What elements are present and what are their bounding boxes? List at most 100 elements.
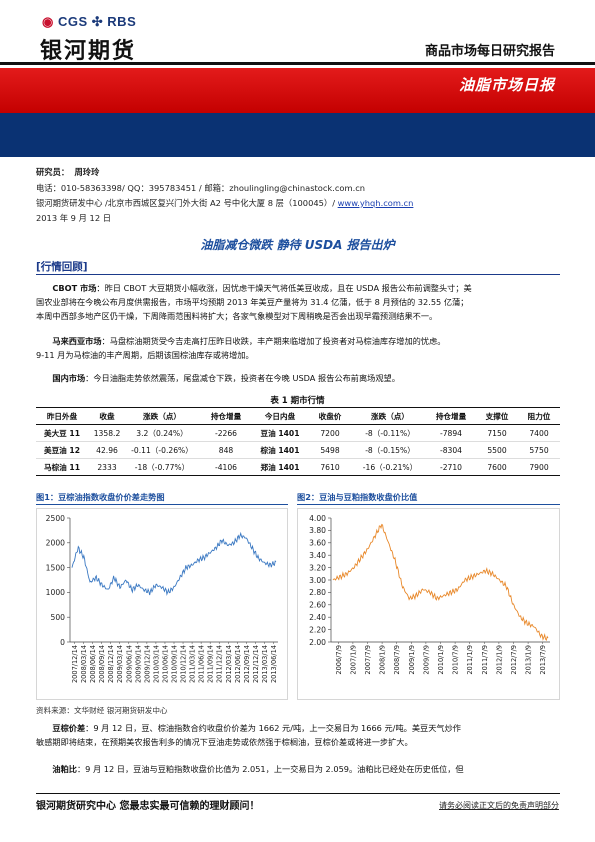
y-tick-label: 1000 — [46, 588, 65, 597]
cbot-paragraph: CBOT 市场：昨日 CBOT 大豆期货小幅收涨，因忧虑干燥天气将低美豆收成，且… — [36, 281, 560, 323]
header-cell: 阻力位 — [518, 407, 560, 425]
x-tick-label: 2011/03/14 — [189, 645, 197, 683]
headline: 油脂减仓微跌 静待 USDA 报告出炉 — [200, 238, 395, 252]
header-cell: 持仓增量 — [426, 407, 476, 425]
y-tick-label: 2000 — [46, 539, 65, 548]
cbot-label: CBOT 市场 — [52, 283, 97, 293]
footer-disclaimer: 请务必阅读正文后的免责声明部分 — [439, 801, 559, 810]
researcher-line: 研究员： 周玲玲 — [36, 166, 99, 178]
address-line: 银河期货研发中心 /北京市西城区复兴门外大街 A2 号中化大厦 8 层（1000… — [36, 197, 413, 209]
x-tick-label: 2008/09/14 — [98, 645, 106, 683]
spread-label: 豆棕价差 — [52, 723, 86, 733]
table-cell: 马棕油 11 — [36, 458, 88, 476]
section-title: [行情回顾] — [36, 261, 88, 273]
website-link[interactable]: www.yhqh.com.cn — [337, 198, 414, 208]
y-tick-label: 2.80 — [309, 588, 326, 597]
y-tick-label: 2.20 — [309, 625, 326, 634]
chart-frame — [36, 508, 288, 700]
cgs-rbs-logo: ◉ CGS ✣ RBS — [42, 14, 136, 30]
x-tick-label: 2009/1/9 — [408, 645, 416, 675]
contact-line: 电话：010-58363398/ QQ：395783451 / 邮箱：zhoul… — [36, 183, 366, 193]
malaysia-line: 9-11 月为马棕油的丰产周期，后期该国棕油库存或将增加。 — [36, 350, 254, 360]
x-tick-label: 2009/09/14 — [134, 645, 142, 683]
x-tick-label: 2009/7/9 — [422, 645, 430, 675]
table-cell: 7150 — [476, 424, 518, 442]
chart2-title: 图2：豆油与豆粕指数收盘价比值 — [297, 492, 418, 502]
table-cell: -2710 — [426, 458, 476, 476]
market-table: 昨日外盘 收盘 涨跌（点） 持仓增量 今日内盘 收盘价 涨跌（点） 持仓增量 支… — [36, 407, 560, 476]
header-cell: 昨日外盘 — [36, 407, 88, 425]
y-tick-label: 3.60 — [309, 539, 326, 548]
chart-frame — [297, 508, 560, 700]
x-tick-label: 2008/06/14 — [89, 645, 97, 683]
chart1-title-rule — [36, 504, 288, 505]
y-tick-label: 2.60 — [309, 601, 326, 610]
x-tick-label: 2012/7/9 — [510, 645, 518, 675]
y-tick-label: 3.40 — [309, 551, 326, 560]
y-tick-label: 2.40 — [309, 613, 326, 622]
x-tick-label: 2013/7/9 — [539, 645, 547, 675]
x-tick-label: 2011/06/14 — [198, 645, 206, 683]
x-tick-label: 2012/12/14 — [252, 645, 260, 683]
header-cell: 收盘价 — [306, 407, 354, 425]
table-cell: 2333 — [88, 458, 126, 476]
y-tick-label: 3.00 — [309, 576, 326, 585]
chart2-title-rule — [297, 504, 560, 505]
spread-line: 敏感期即将结束，在预期美农报告利多的情况下豆油走势或依然强于棕榈油，豆棕价差或将… — [36, 737, 413, 747]
researcher-label: 研究员： — [36, 167, 70, 177]
rbs-icon: ✣ — [91, 14, 104, 29]
table-caption: 表 1 期市行情 — [270, 396, 325, 406]
ratio-paragraph: 油粕比：9 月 12 日，豆油与豆粕指数收盘价比值为 2.051，上一交易日为 … — [36, 762, 560, 776]
table-cell: 1358.2 — [88, 424, 126, 442]
x-tick-label: 2007/1/9 — [349, 645, 357, 675]
footer-divider — [36, 793, 560, 794]
table-cell: 848 — [198, 441, 254, 459]
x-tick-label: 2012/03/14 — [225, 645, 233, 683]
table-row: 马棕油 11 2333 -18（-0.77%） -4106 郑油 1401 76… — [36, 458, 560, 476]
header-cell: 涨跌（点） — [126, 407, 198, 425]
y-tick-label: 1500 — [46, 563, 65, 572]
logo-cgs-text: CGS — [57, 14, 88, 29]
table-header-row: 昨日外盘 收盘 涨跌（点） 持仓增量 今日内盘 收盘价 涨跌（点） 持仓增量 支… — [36, 407, 560, 425]
x-tick-label: 2010/1/9 — [437, 645, 445, 675]
x-tick-label: 2010/06/14 — [161, 645, 169, 683]
table-row: 美豆油 12 42.96 -0.11（-0.26%） 848 棕油 1401 5… — [36, 441, 560, 459]
x-tick-label: 2013/06/14 — [270, 645, 278, 683]
table-cell: -16（-0.21%） — [354, 458, 426, 476]
x-tick-label: 2011/1/9 — [466, 645, 474, 675]
researcher-name: 周玲玲 — [74, 167, 100, 177]
chart2-ratio: 2.00 2.20 2.40 2.60 2.80 3.00 3.20 3.40 3.60 3.80… — [297, 508, 560, 700]
series-line — [71, 531, 277, 596]
report-date: 2013 年 9 月 12 日 — [36, 213, 112, 223]
malaysia-line: ：马盘棕油期货受今吉走高打压昨日收跌，丰产期来临增加了投资者对马棕油库存增加的忧… — [101, 336, 446, 346]
table-cell: 3.2（0.24%） — [126, 424, 198, 442]
domestic-paragraph: 国内市场：今日油脂走势依然震荡，尾盘减仓下跌，投资者在今晚 USDA 报告公布前… — [36, 371, 560, 385]
section-divider — [36, 274, 560, 275]
x-tick-label: 2006/7/9 — [335, 645, 343, 675]
series-line — [332, 523, 549, 642]
x-tick-label: 2011/09/14 — [207, 645, 215, 683]
cbot-line: 国农业部将在今晚公布月度供需报告，市场平均预期 2013 年美豆产量将为 31.… — [36, 297, 469, 307]
table-row: 美大豆 11 1358.2 3.2（0.24%） -2266 豆油 1401 7… — [36, 424, 560, 442]
header-divider — [0, 62, 595, 65]
x-tick-label: 2009/06/14 — [125, 645, 133, 683]
table-cell: 美豆油 12 — [36, 441, 88, 459]
table-cell: 7610 — [306, 458, 354, 476]
y-tick-label: 500 — [51, 613, 66, 622]
ratio-text: ：9 月 12 日，豆油与豆粕指数收盘价比值为 2.051，上一交易日为 2.0… — [76, 764, 464, 774]
table-cell: 棕油 1401 — [254, 441, 306, 459]
logo-rbs-text: RBS — [107, 14, 137, 29]
spread-paragraph: 豆棕价差：9 月 12 日，豆、棕油指数合约收盘价价差为 1662 元/吨，上一… — [36, 721, 560, 749]
footer-slogan: 银河期货研究中心 您最忠实最可信赖的理财顾问！ — [36, 801, 260, 812]
x-tick-label: 2012/06/14 — [234, 645, 242, 683]
x-tick-label: 2010/09/14 — [171, 645, 179, 683]
malaysia-label: 马来西亚市场 — [52, 336, 102, 346]
table-cell: 7600 — [476, 458, 518, 476]
table-cell: 美大豆 11 — [36, 424, 88, 442]
table-cell: 7200 — [306, 424, 354, 442]
domestic-text: ：今日油脂走势依然震荡，尾盘减仓下跌，投资者在今晚 USDA 报告公布前离场观望… — [85, 373, 400, 383]
x-tick-label: 2008/12/14 — [107, 645, 115, 683]
table-cell: -18（-0.77%） — [126, 458, 198, 476]
table-cell: -2266 — [198, 424, 254, 442]
x-tick-label: 2009/12/14 — [143, 645, 151, 683]
